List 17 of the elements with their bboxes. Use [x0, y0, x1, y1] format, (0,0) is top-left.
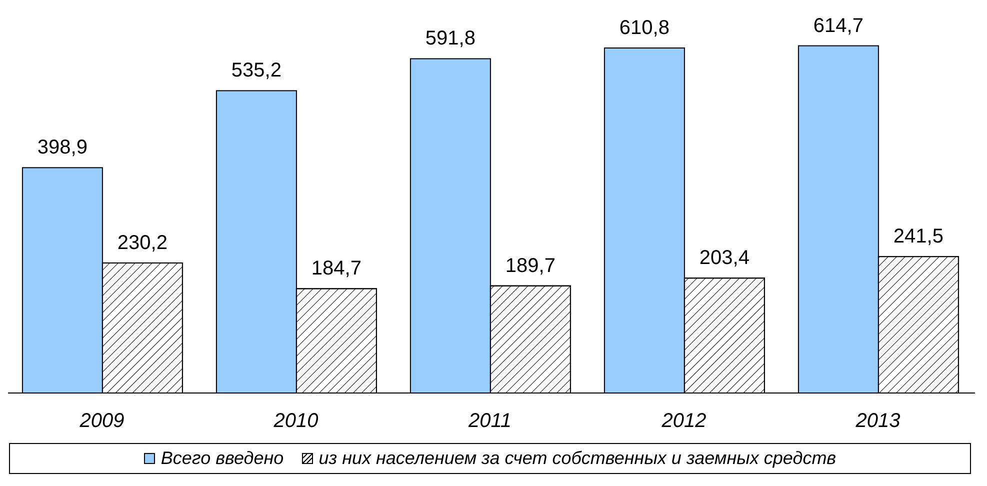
data-label: 610,8 [619, 16, 670, 39]
x-tick-label: 2009 [78, 410, 124, 432]
data-label: 189,7 [505, 254, 556, 277]
data-label: 535,2 [231, 60, 282, 82]
legend-label: из них населением за счет собственных и заемных средств [318, 448, 836, 469]
data-label: 203,4 [699, 247, 750, 270]
x-tick-label: 2010 [272, 410, 318, 432]
data-label: 241,5 [893, 226, 944, 248]
x-tick-label: 2012 [660, 410, 706, 432]
data-label: 230,2 [117, 232, 168, 254]
legend-label: Всего введено [160, 448, 284, 469]
data-label: 614,7 [813, 14, 864, 37]
x-tick-label: 2013 [854, 410, 900, 432]
x-tick-label: 2011 [467, 410, 512, 432]
data-label: 398,9 [37, 136, 88, 159]
data-label: 591,8 [425, 28, 476, 50]
data-label: 184,7 [311, 258, 362, 280]
